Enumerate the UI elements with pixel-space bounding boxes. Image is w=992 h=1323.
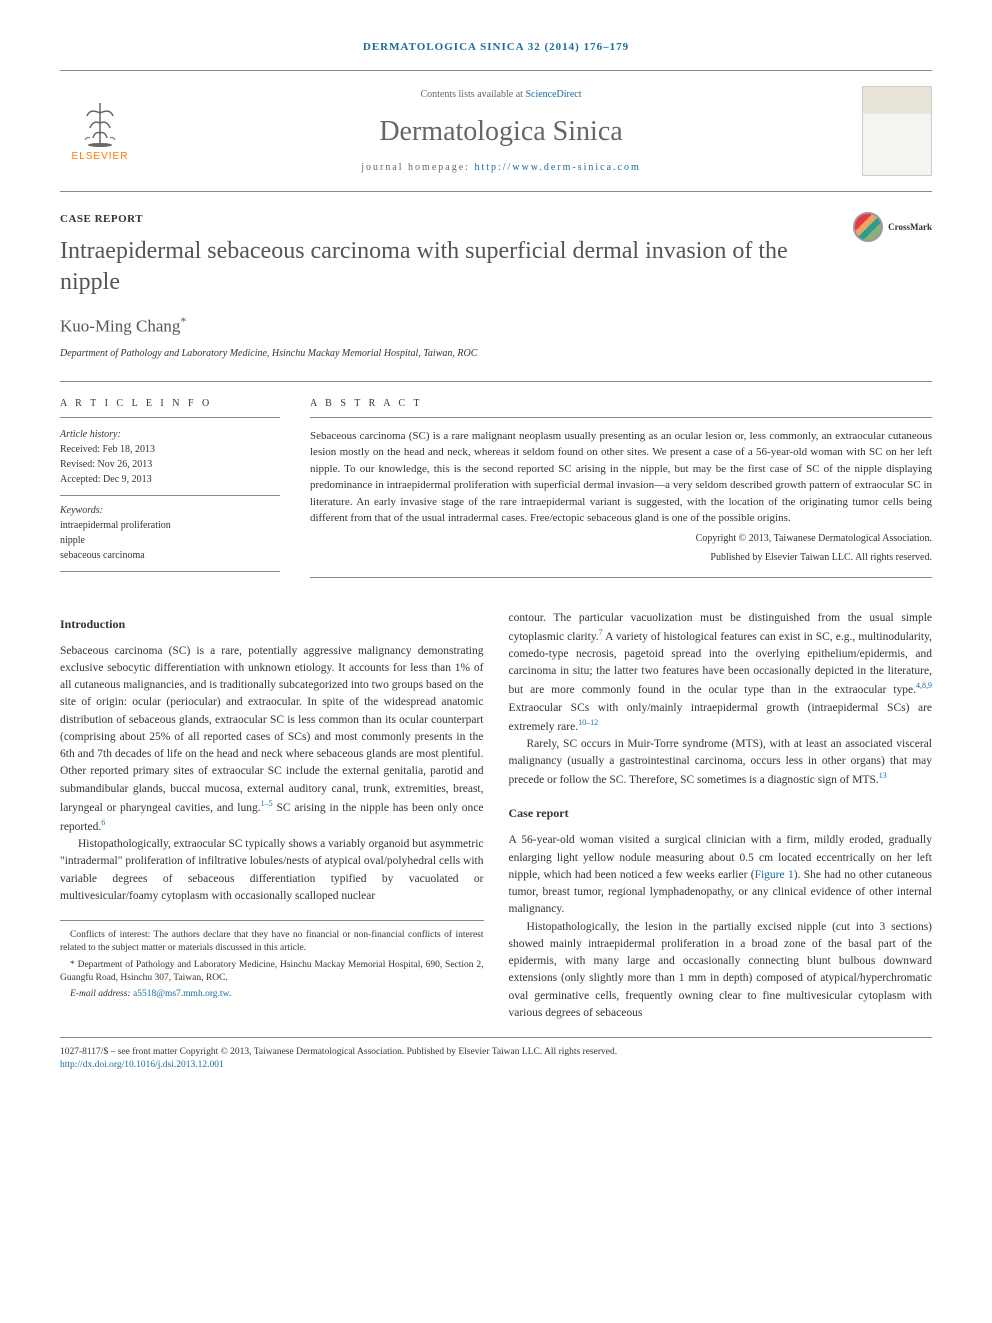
- journal-header: ELSEVIER Contents lists available at Sci…: [60, 70, 932, 192]
- introduction-heading: Introduction: [60, 615, 484, 633]
- article-title: Intraepidermal sebaceous carcinoma with …: [60, 236, 932, 298]
- case-report-heading: Case report: [509, 804, 933, 822]
- crossmark-label: CrossMark: [888, 221, 932, 234]
- article-info-heading: A R T I C L E I N F O: [60, 397, 280, 418]
- case-paragraph-1: A 56-year-old woman visited a surgical c…: [509, 832, 933, 918]
- author-name: Kuo-Ming Chang: [60, 317, 180, 336]
- authors: Kuo-Ming Chang*: [60, 313, 932, 338]
- footnotes: Conflicts of interest: The authors decla…: [60, 920, 484, 1001]
- col2-p2-text: Rarely, SC occurs in Muir-Torre syndrome…: [509, 738, 933, 786]
- crossmark-widget[interactable]: CrossMark: [853, 212, 932, 242]
- keyword-item: sebaceous carcinoma: [60, 548, 280, 563]
- col2-paragraph-1: contour. The particular vacuolization mu…: [509, 610, 933, 736]
- contents-available-line: Contents lists available at ScienceDirec…: [140, 88, 862, 102]
- email-footnote: E-mail address: a5518@ms7.mmh.org.tw.: [60, 988, 484, 1001]
- elsevier-logo[interactable]: ELSEVIER: [60, 91, 140, 171]
- col2-paragraph-2: Rarely, SC occurs in Muir-Torre syndrome…: [509, 736, 933, 790]
- abstract-body: Sebaceous carcinoma (SC) is a rare malig…: [310, 430, 932, 525]
- crossmark-icon: [853, 212, 883, 242]
- contents-prefix: Contents lists available at: [420, 89, 525, 100]
- keywords-label: Keywords:: [60, 504, 280, 518]
- article-info-panel: A R T I C L E I N F O Article history: R…: [60, 397, 280, 580]
- col2-p1-tail2: Extraocular SCs with only/mainly intraep…: [509, 702, 933, 733]
- intro-paragraph-1: Sebaceous carcinoma (SC) is a rare, pote…: [60, 643, 484, 836]
- doi-link[interactable]: http://dx.doi.org/10.1016/j.dsi.2013.12.…: [60, 1060, 224, 1070]
- citation-ref[interactable]: 1–5: [261, 799, 273, 808]
- email-link[interactable]: a5518@ms7.mmh.org.tw: [133, 989, 229, 999]
- author-mark: *: [180, 314, 186, 328]
- citation-ref[interactable]: 6: [101, 818, 105, 827]
- homepage-link[interactable]: http://www.derm-sinica.com: [474, 162, 640, 173]
- article-type: CASE REPORT: [60, 212, 932, 227]
- conflicts-footnote: Conflicts of interest: The authors decla…: [60, 929, 484, 956]
- corresponding-footnote: * Department of Pathology and Laboratory…: [60, 959, 484, 986]
- abstract-heading: A B S T R A C T: [310, 397, 932, 418]
- elsevier-tree-icon: [75, 98, 125, 148]
- homepage-line: journal homepage: http://www.derm-sinica…: [140, 161, 862, 175]
- figure-link[interactable]: Figure 1: [755, 869, 794, 881]
- journal-cover-thumbnail[interactable]: [862, 86, 932, 176]
- history-label: Article history:: [60, 428, 280, 442]
- homepage-prefix: journal homepage:: [361, 162, 474, 173]
- journal-reference: DERMATOLOGICA SINICA 32 (2014) 176–179: [60, 40, 932, 55]
- intro-paragraph-2: Histopathologically, extraocular SC typi…: [60, 836, 484, 905]
- keyword-item: intraepidermal proliferation: [60, 518, 280, 533]
- page-footer: 1027-8117/$ – see front matter Copyright…: [60, 1037, 932, 1073]
- abstract-text: Sebaceous carcinoma (SC) is a rare malig…: [310, 428, 932, 578]
- keyword-item: nipple: [60, 533, 280, 548]
- issn-line: 1027-8117/$ – see front matter Copyright…: [60, 1046, 932, 1059]
- elsevier-label: ELSEVIER: [72, 150, 129, 164]
- article-body: Introduction Sebaceous carcinoma (SC) is…: [60, 610, 932, 1023]
- abstract-copyright-1: Copyright © 2013, Taiwanese Dermatologic…: [310, 531, 932, 546]
- affiliation: Department of Pathology and Laboratory M…: [60, 347, 932, 361]
- received-date: Received: Feb 18, 2013: [60, 442, 280, 457]
- case-paragraph-2: Histopathologically, the lesion in the p…: [509, 919, 933, 1023]
- abstract-panel: A B S T R A C T Sebaceous carcinoma (SC)…: [310, 397, 932, 580]
- abstract-copyright-2: Published by Elsevier Taiwan LLC. All ri…: [310, 550, 932, 565]
- intro-p1-text: Sebaceous carcinoma (SC) is a rare, pote…: [60, 645, 484, 814]
- citation-ref[interactable]: 10–12: [578, 718, 598, 727]
- sciencedirect-link[interactable]: ScienceDirect: [525, 89, 581, 100]
- citation-ref[interactable]: 4,8,9: [916, 681, 932, 690]
- journal-name: Dermatologica Sinica: [140, 112, 862, 151]
- email-label: E-mail address:: [70, 989, 133, 999]
- accepted-date: Accepted: Dec 9, 2013: [60, 472, 280, 487]
- citation-ref[interactable]: 13: [879, 771, 887, 780]
- revised-date: Revised: Nov 26, 2013: [60, 457, 280, 472]
